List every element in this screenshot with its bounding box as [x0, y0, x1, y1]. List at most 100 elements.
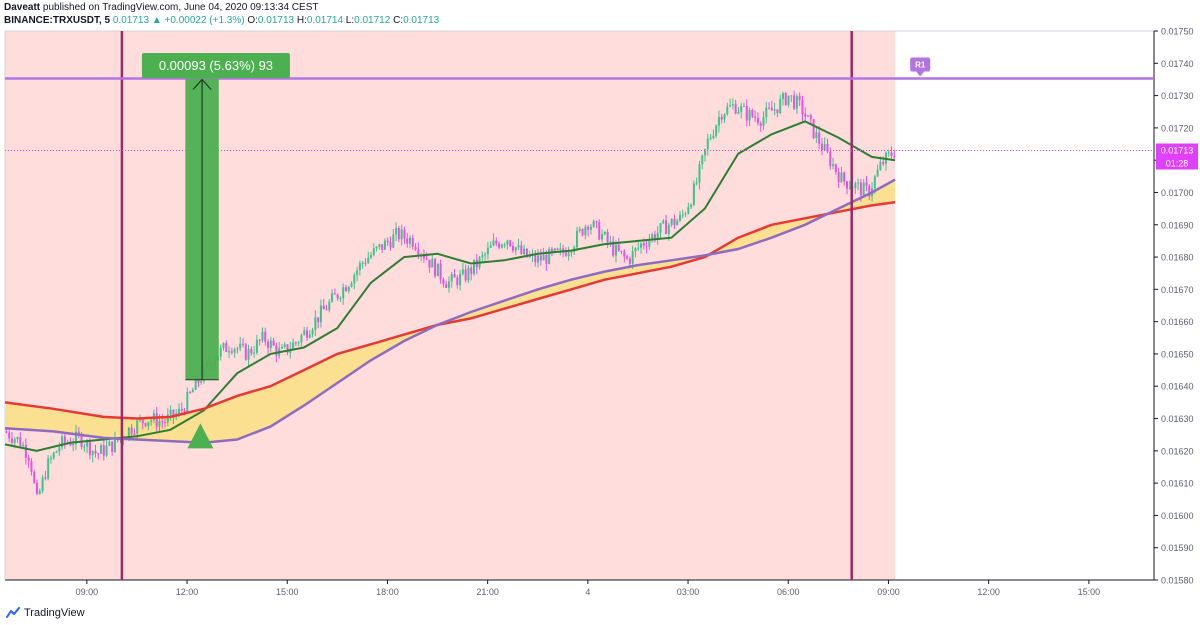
candle-body [350, 283, 353, 287]
candle-body [219, 347, 222, 357]
candle-body [754, 116, 757, 118]
candle-body [784, 93, 787, 105]
session-highlight [5, 31, 896, 580]
y-tick-label: 0.01740 [1161, 59, 1194, 69]
candle-body [640, 243, 643, 248]
candle-body [370, 254, 373, 258]
chart-header: Daveatt published on TradingView.com, Ju… [4, 2, 1194, 30]
candle-body [873, 176, 876, 189]
candle-body [854, 183, 857, 189]
candle-body [267, 341, 270, 348]
candle-body [88, 440, 91, 456]
candle-body [36, 482, 39, 494]
candle-body [161, 420, 164, 423]
candle-body [403, 229, 406, 239]
candle-body [848, 187, 851, 189]
candle-body [83, 446, 86, 448]
candle-body [133, 433, 136, 435]
candle-body [845, 181, 848, 189]
candle-body [715, 125, 718, 136]
candle-body [559, 248, 562, 250]
candle-body [258, 339, 261, 341]
candle-body [16, 436, 19, 440]
x-tick-label: 09:00 [76, 587, 99, 597]
candle-body [670, 218, 673, 225]
x-tick-label: 09:00 [877, 587, 900, 597]
candle-body [264, 331, 267, 342]
candle-body [194, 378, 197, 390]
candle-body [80, 434, 83, 447]
last-price: 0.01713 [112, 15, 150, 26]
x-tick-label: 21:00 [476, 587, 499, 597]
candle-body [550, 248, 553, 252]
open-value: 0.01713 [257, 15, 295, 26]
candle-body [166, 414, 169, 423]
candle-body [676, 220, 679, 226]
x-tick-label: 12:00 [977, 587, 1000, 597]
candle-body [804, 114, 807, 117]
y-tick-label: 0.01610 [1161, 479, 1194, 489]
candle-body [801, 100, 804, 115]
candle-body [314, 317, 317, 330]
candle-body [695, 182, 698, 184]
candle-body [138, 419, 141, 421]
candle-body [150, 420, 153, 422]
candle-body [712, 135, 715, 138]
candle-body [567, 252, 570, 256]
candle-body [111, 441, 114, 452]
candle-body [859, 182, 862, 196]
candle-body [548, 248, 551, 264]
candle-body [737, 111, 740, 114]
candle-body [653, 234, 656, 240]
candle-body [63, 436, 66, 443]
candle-body [614, 244, 617, 256]
slow-ma-line [4, 178, 896, 445]
candle-body [812, 119, 815, 139]
candle-body [743, 105, 746, 107]
candle-body [367, 257, 370, 264]
high-value: 0.01714 [306, 15, 344, 26]
candle-body [525, 248, 528, 257]
candle-body [239, 343, 242, 349]
candle-body [868, 185, 871, 197]
candle-body [445, 284, 448, 288]
countdown-label: 01:28 [1166, 158, 1189, 168]
measure-label-text: 0.00093 (5.63%) 93 [159, 58, 273, 73]
author-name[interactable]: Daveatt [4, 2, 41, 13]
candle-body [41, 477, 44, 491]
candle-body [22, 445, 25, 447]
candle-body [598, 222, 601, 240]
candle-body [105, 445, 108, 456]
candle-body [183, 410, 186, 413]
y-tick-label: 0.01700 [1161, 188, 1194, 198]
candle-body [626, 256, 629, 259]
candle-body [634, 248, 637, 252]
candle-body [108, 441, 111, 446]
symbol-label[interactable]: BINANCE:TRXUSDT, 5 [4, 15, 111, 26]
candle-body [609, 241, 612, 243]
candle-body [484, 254, 487, 256]
candle-body [52, 452, 55, 459]
candle-body [570, 251, 573, 253]
candle-body [887, 152, 890, 154]
candle-body [236, 348, 239, 350]
candle-body [729, 105, 732, 107]
footer[interactable]: TradingView [6, 604, 85, 622]
candle-body [781, 93, 784, 100]
candle-body [779, 99, 782, 113]
candle-body [72, 443, 75, 446]
candle-body [623, 251, 626, 257]
candle-body [74, 431, 77, 444]
measure-label-box [141, 53, 290, 78]
candle-body [19, 436, 22, 446]
candle-body [459, 273, 462, 286]
x-tick-label: 12:00 [176, 587, 199, 597]
candle-body [862, 182, 865, 196]
candle-body [269, 340, 272, 348]
x-tick-label: 4 [585, 587, 590, 597]
candle-body [795, 96, 798, 109]
y-tick-label: 0.01730 [1161, 91, 1194, 101]
candle-body [751, 110, 754, 117]
candle-body [147, 421, 150, 427]
